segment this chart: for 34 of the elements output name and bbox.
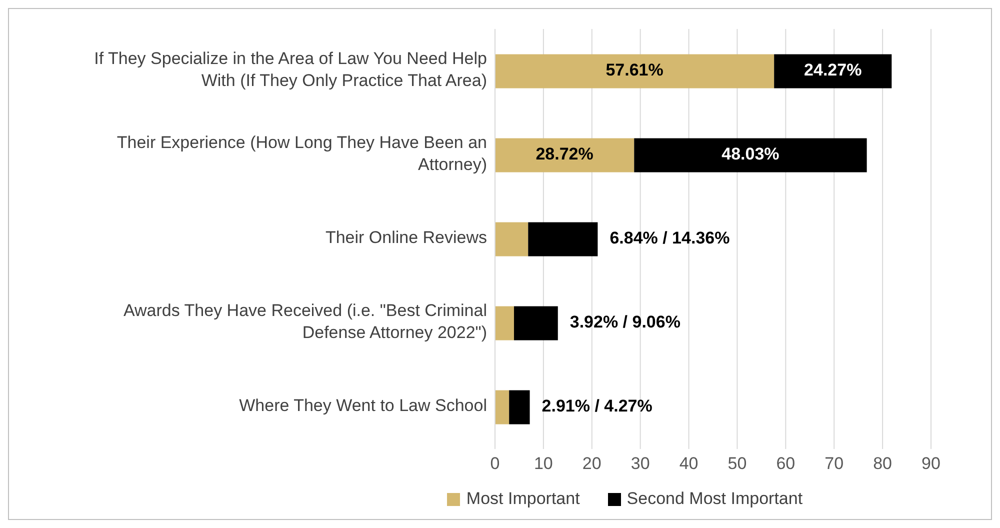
bar [528, 222, 598, 256]
legend-label: Second Most Important [626, 489, 803, 509]
y-tick-label: Where They Went to Law School [239, 396, 487, 416]
data-label: 48.03% [722, 144, 780, 164]
data-label: 3.92% / 9.06% [570, 312, 680, 332]
y-tick-label: If They Specialize in the Area of Law You Need Help With (If They Only Practice That Area) [94, 49, 487, 90]
y-tick-label: Awards They Have Received (i.e. "Best Criminal Defense Attorney 2022") [124, 301, 487, 342]
data-label: 24.27% [804, 60, 862, 80]
x-tick-label: 80 [873, 454, 892, 474]
data-label: 2.91% / 4.27% [542, 396, 652, 416]
bar [495, 54, 774, 88]
x-tick-label: 70 [824, 454, 844, 474]
bar [495, 390, 510, 424]
x-tick-label: 90 [922, 454, 940, 474]
bar [495, 306, 514, 340]
bar [774, 54, 892, 88]
x-tick-label: 40 [679, 454, 698, 474]
x-tick-label: 30 [630, 454, 650, 474]
bar [495, 222, 528, 256]
x-tick-label: 10 [534, 454, 553, 474]
x-tick-label: 50 [728, 454, 747, 474]
x-tick-label: 60 [776, 454, 796, 474]
bar [514, 306, 558, 340]
data-label: 28.72% [536, 144, 594, 164]
bar [495, 138, 634, 172]
y-tick-label: Their Online Reviews [325, 228, 487, 248]
legend-label: Most Important [466, 489, 580, 509]
bar [509, 390, 530, 424]
data-label: 57.61% [606, 60, 664, 80]
x-tick-label: 0 [490, 454, 500, 474]
data-label: 6.84% / 14.36% [610, 228, 730, 248]
y-tick-label: Their Experience (How Long They Have Been an Attorney) [116, 133, 487, 174]
bar [634, 138, 867, 172]
x-tick-label: 20 [582, 454, 602, 474]
